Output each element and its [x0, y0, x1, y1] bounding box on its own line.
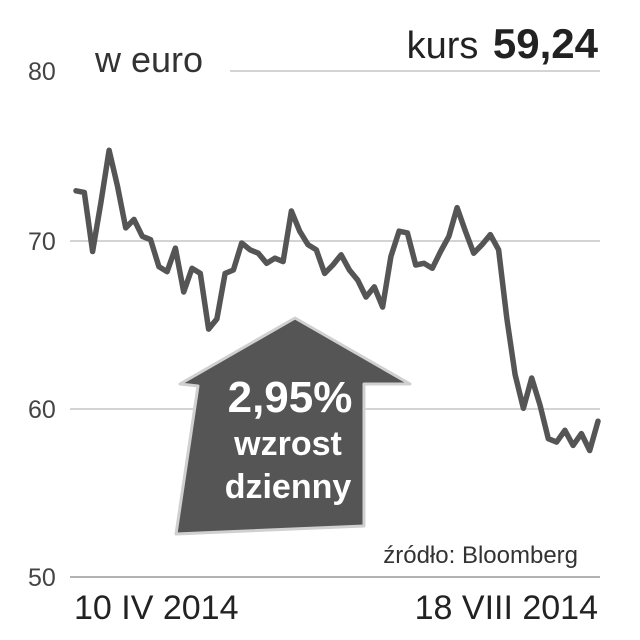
unit-label: w euro — [94, 39, 203, 80]
x-start-label: 10 IV 2014 — [74, 589, 238, 627]
change-percent: 2,95% — [228, 373, 353, 422]
y-tick-60: 60 — [28, 396, 56, 424]
price-value: 59,24 — [493, 20, 599, 67]
change-line2: dzienny — [225, 468, 352, 506]
y-tick-70: 70 — [28, 228, 56, 256]
y-tick-80: 80 — [28, 58, 56, 86]
source-label: źródło: Bloomberg — [383, 542, 578, 569]
y-axis-ticks: 80 70 60 50 — [28, 58, 56, 592]
price-label: kurs — [407, 25, 479, 67]
change-line1: wzrost — [233, 425, 342, 463]
x-end-label: 18 VIII 2014 — [415, 589, 598, 627]
price-readout: kurs 59,24 — [407, 20, 599, 67]
up-arrow-icon — [174, 316, 412, 536]
y-tick-50: 50 — [28, 564, 56, 592]
daily-change-badge: 2,95% wzrost dzienny — [174, 316, 412, 536]
price-line — [73, 147, 601, 454]
